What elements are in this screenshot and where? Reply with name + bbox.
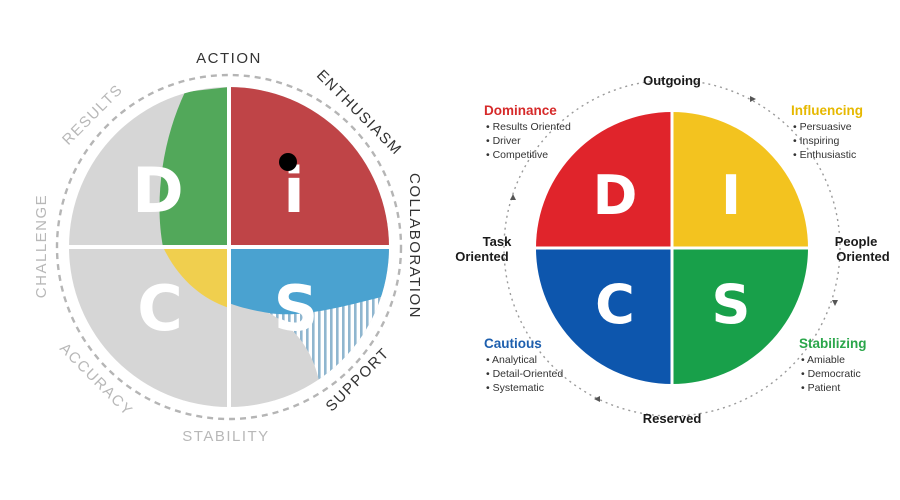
axis-people-line1: People: [835, 234, 878, 249]
influencing-block: Influencing • Persuasive • Inspiring • E…: [791, 103, 863, 161]
left-letter-c: C: [137, 272, 183, 345]
influencing-item: • Enthusiastic: [793, 149, 856, 161]
dominance-item: • Competitive: [486, 149, 548, 161]
right-dotted-ring: [503, 79, 841, 417]
cautious-item: • Systematic: [486, 382, 544, 394]
ring-arrow-top-right: [750, 96, 756, 102]
influencing-item: • Inspiring: [793, 135, 839, 147]
right-c-quadrant: [536, 248, 672, 384]
left-letter-d: D: [132, 154, 183, 227]
stabilizing-block: Stabilizing • Amiable • Democratic • Pat…: [799, 336, 867, 394]
right-letter-c: C: [595, 273, 635, 336]
right-letter-i: I: [721, 164, 741, 227]
influencing-item: • Persuasive: [793, 121, 852, 133]
ring-arrow-right: [832, 300, 838, 306]
label-action: ACTION: [196, 50, 262, 67]
dominance-item: • Results Oriented: [486, 121, 571, 133]
cautious-item: • Detail-Oriented: [486, 368, 563, 380]
right-d-quadrant: [536, 112, 672, 248]
left-dashed-ring: [55, 73, 403, 421]
axis-task-line2: Oriented: [455, 249, 509, 264]
label-challenge: CHALLENGE: [33, 194, 50, 298]
left-letter-i: i: [283, 154, 304, 227]
dominance-item: • Driver: [486, 135, 521, 147]
right-letter-s: S: [712, 273, 751, 336]
ring-arrow-bottom-left: [594, 396, 600, 402]
left-s-hatch: [269, 292, 389, 404]
cautious-item: • Analytical: [486, 354, 537, 366]
stabilizing-item: • Democratic: [801, 368, 861, 380]
cautious-block: Cautious • Analytical • Detail-Oriented …: [484, 336, 563, 394]
right-i-quadrant: [672, 112, 808, 248]
dominance-block: Dominance • Results Oriented • Driver • …: [484, 103, 571, 161]
label-collaboration: COLLABORATION: [406, 173, 423, 319]
left-d-region: [159, 87, 229, 247]
right-disc-model: D I C S Outgoing Reserved Task Oriented …: [455, 73, 890, 426]
ring-arrow-left: [510, 194, 516, 200]
axis-people-line2: Oriented: [836, 249, 890, 264]
influencing-title: Influencing: [791, 103, 863, 118]
left-letter-s: S: [274, 272, 319, 345]
axis-reserved: Reserved: [643, 411, 702, 426]
left-disc-model: D i C S ACTION ENTHUSIASM COLLABORATION …: [33, 50, 423, 445]
axis-task-line1: Task: [483, 234, 512, 249]
position-dot: [279, 153, 297, 171]
left-s-region: [229, 247, 389, 315]
left-i-region: [229, 87, 389, 247]
right-letter-d: D: [593, 164, 638, 227]
dominance-title: Dominance: [484, 103, 557, 118]
axis-outgoing: Outgoing: [643, 73, 701, 88]
label-stability: STABILITY: [182, 428, 269, 445]
stabilizing-item: • Patient: [801, 382, 840, 394]
cautious-title: Cautious: [484, 336, 542, 351]
stabilizing-title: Stabilizing: [799, 336, 867, 351]
stabilizing-item: • Amiable: [801, 354, 845, 366]
right-s-quadrant: [672, 248, 808, 384]
left-c-region: [163, 247, 229, 308]
